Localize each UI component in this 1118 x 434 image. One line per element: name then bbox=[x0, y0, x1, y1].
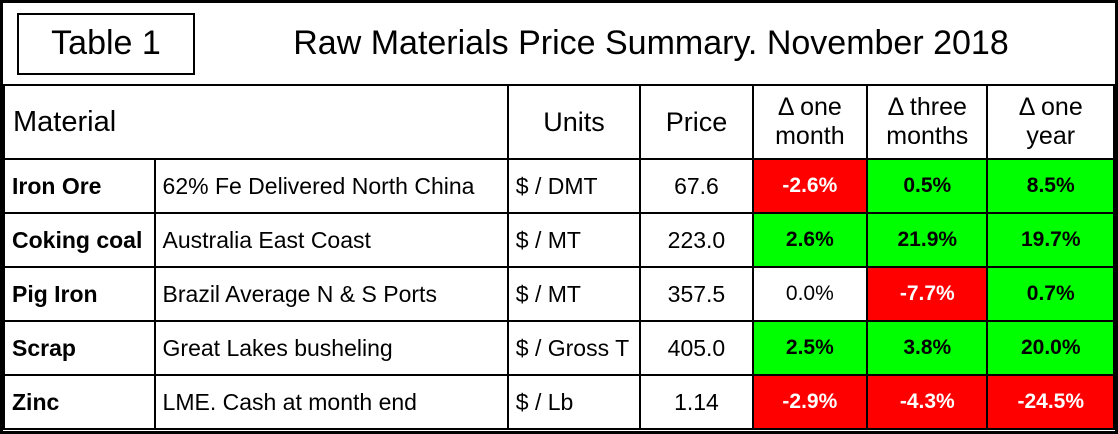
delta-three-months-cell: -7.7% bbox=[866, 266, 989, 322]
delta-one-month-cell: -2.9% bbox=[751, 374, 869, 430]
column-header-material: Material bbox=[3, 84, 509, 160]
material-description: Brazil Average N & S Ports bbox=[153, 266, 509, 322]
table-number-box: Table 1 bbox=[17, 12, 195, 75]
units-value: $ / Gross T bbox=[506, 320, 642, 376]
table-row-scrap: Scrap Great Lakes busheling $ / Gross T … bbox=[3, 320, 1115, 376]
price-value: 357.5 bbox=[639, 266, 754, 322]
material-name: Pig Iron bbox=[3, 266, 156, 322]
delta-one-month-cell: -2.6% bbox=[751, 158, 869, 214]
delta-three-months-cell: 0.5% bbox=[866, 158, 989, 214]
table-header-row: Material Units Price Δ one month Δ three… bbox=[3, 84, 1115, 160]
delta-one-year-cell: 20.0% bbox=[986, 320, 1115, 376]
delta-one-month-cell: 2.5% bbox=[751, 320, 869, 376]
material-description: Great Lakes busheling bbox=[153, 320, 509, 376]
column-header-delta-one-year: Δ one year bbox=[986, 84, 1115, 160]
material-description: LME. Cash at month end bbox=[153, 374, 509, 430]
table-header-band: Table 1 Raw Materials Price Summary. Nov… bbox=[3, 3, 1115, 84]
units-value: $ / DMT bbox=[506, 158, 642, 214]
table-row-coking-coal: Coking coal Australia East Coast $ / MT … bbox=[3, 212, 1115, 268]
column-header-units: Units bbox=[506, 84, 642, 160]
page-title: Raw Materials Price Summary. November 20… bbox=[293, 24, 1009, 62]
material-name: Iron Ore bbox=[3, 158, 156, 214]
delta-three-months-cell: -4.3% bbox=[866, 374, 989, 430]
price-value: 67.6 bbox=[639, 158, 754, 214]
delta-one-year-cell: 19.7% bbox=[986, 212, 1115, 268]
units-value: $ / MT bbox=[506, 212, 642, 268]
material-name: Scrap bbox=[3, 320, 156, 376]
delta-one-year-cell: 8.5% bbox=[986, 158, 1115, 214]
delta-one-year-cell: -24.5% bbox=[986, 374, 1115, 430]
column-header-delta-three-months: Δ three months bbox=[866, 84, 989, 160]
material-description: 62% Fe Delivered North China bbox=[153, 158, 509, 214]
table-row-pig-iron: Pig Iron Brazil Average N & S Ports $ / … bbox=[3, 266, 1115, 322]
material-description: Australia East Coast bbox=[153, 212, 509, 268]
material-name: Coking coal bbox=[3, 212, 156, 268]
units-value: $ / MT bbox=[506, 266, 642, 322]
table-number-label: Table 1 bbox=[51, 24, 161, 62]
delta-three-months-cell: 21.9% bbox=[866, 212, 989, 268]
delta-one-year-cell: 0.7% bbox=[986, 266, 1115, 322]
units-value: $ / Lb bbox=[506, 374, 642, 430]
material-name: Zinc bbox=[3, 374, 156, 430]
delta-one-month-cell: 2.6% bbox=[751, 212, 869, 268]
column-header-delta-one-month: Δ one month bbox=[751, 84, 869, 160]
price-value: 223.0 bbox=[639, 212, 754, 268]
delta-three-months-cell: 3.8% bbox=[866, 320, 989, 376]
column-header-price: Price bbox=[639, 84, 754, 160]
table-row-iron-ore: Iron Ore 62% Fe Delivered North China $ … bbox=[3, 158, 1115, 214]
delta-one-month-cell: 0.0% bbox=[751, 266, 869, 322]
table-row-zinc: Zinc LME. Cash at month end $ / Lb 1.14 … bbox=[3, 374, 1115, 430]
price-value: 405.0 bbox=[639, 320, 754, 376]
price-value: 1.14 bbox=[639, 374, 754, 430]
price-summary-table: Material Units Price Δ one month Δ three… bbox=[3, 84, 1115, 430]
